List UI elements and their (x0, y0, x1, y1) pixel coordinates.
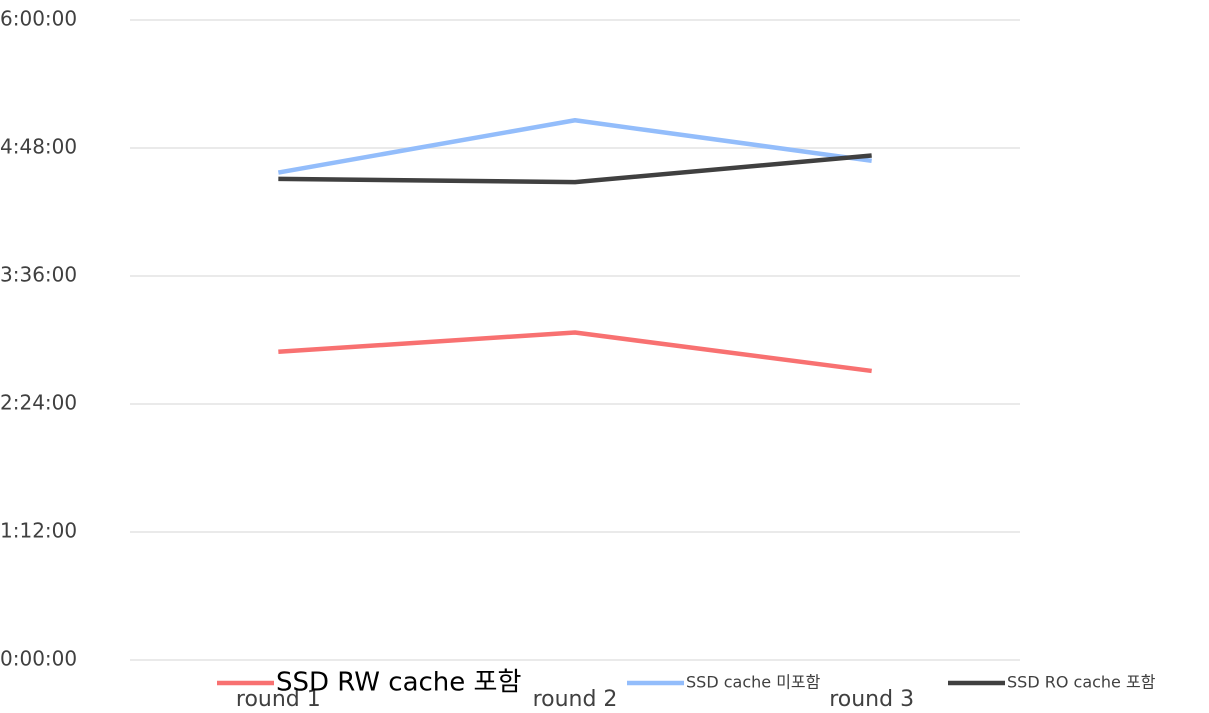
y-tick-label: 6:00:00 (0, 7, 77, 31)
legend-label: SSD RO cache 포함 (1007, 673, 1156, 692)
series-line (277, 118, 872, 175)
legend: SSD RW cache 포함 SSD cache 미포함 SSD RO cache… (217, 668, 1156, 698)
y-tick-label: 4:48:00 (0, 135, 77, 159)
y-tick-label: 3:36:00 (0, 263, 77, 287)
x-tick-label: round 1 (236, 687, 321, 712)
grid (130, 19, 1020, 661)
labels: 0:00:00 1:12:00 2:24:00 3:36:00 4:48:00 6:00:… (0, 7, 914, 713)
y-tick-label: 0:00:00 (0, 647, 77, 671)
series-line (278, 330, 872, 374)
y-tick-label: 1:12:00 (0, 519, 77, 543)
y-tick-label: 2:24:00 (0, 391, 77, 415)
legend-label: SSD RW cache 포함 (276, 668, 521, 698)
lines (277, 118, 872, 374)
legend-label: SSD cache 미포함 (686, 673, 821, 692)
series-line (278, 153, 872, 185)
x-tick-label: round 2 (533, 687, 618, 712)
x-tick-label: round 3 (829, 687, 914, 712)
